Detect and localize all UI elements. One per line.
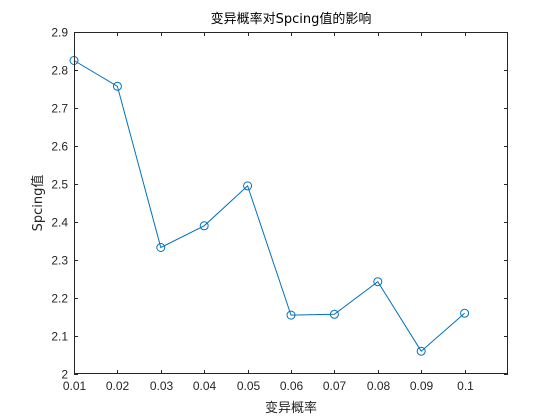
plot-area <box>74 32 508 374</box>
y-tick-label: 2.7 <box>51 102 68 116</box>
data-point <box>156 243 166 252</box>
y-tick-label: 2.2 <box>51 292 68 306</box>
data-point <box>460 308 470 318</box>
x-tick-label: 0.08 <box>367 379 391 393</box>
y-tick-label: 2.8 <box>51 64 68 78</box>
x-tick-label: 0.07 <box>323 379 347 393</box>
data-point <box>243 181 253 191</box>
x-tick-label: 0.09 <box>410 379 434 393</box>
series-line <box>73 60 465 352</box>
ticks-layer: 0.01 0.02 0.03 0.04 0.05 0.06 0.07 0.08 0.09 0.1 2… <box>51 26 508 393</box>
x-tick-label: 0.03 <box>150 379 174 393</box>
data-point <box>199 221 209 231</box>
data-point <box>112 81 122 91</box>
y-axis-title: Spcing值 <box>30 175 46 232</box>
data-point <box>286 310 296 320</box>
y-tick-label: 2.6 <box>51 140 68 154</box>
y-tick-label: 2.9 <box>51 26 68 40</box>
data-point <box>373 277 383 287</box>
x-tick-label: 0.04 <box>193 379 217 393</box>
y-tick-label: 2.4 <box>51 216 68 230</box>
x-tick-label: 0.1 <box>457 379 474 393</box>
x-tick-label: 0.05 <box>237 379 261 393</box>
x-tick-label: 0.01 <box>63 379 87 393</box>
data-point <box>416 346 426 356</box>
y-tick-label: 2.3 <box>51 254 68 268</box>
x-axis-title: 变异概率 <box>265 400 317 416</box>
y-tick-label: 2.1 <box>51 330 68 344</box>
data-point <box>329 309 339 319</box>
chart-title: 变异概率对Spcing值的影响 <box>211 11 372 27</box>
y-tick-label: 2 <box>61 368 68 382</box>
x-tick-label: 0.02 <box>106 379 130 393</box>
x-tick-label: 0.06 <box>280 379 304 393</box>
y-tick-label: 2.5 <box>51 178 68 192</box>
